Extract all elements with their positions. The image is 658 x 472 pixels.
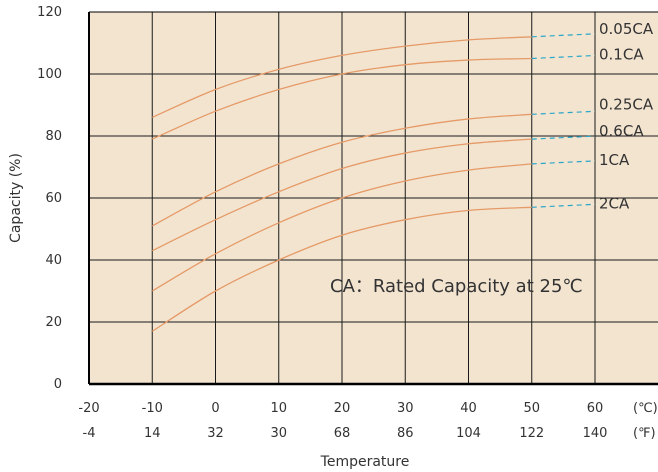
- dashed-extension-0.25CA: [531, 110, 596, 115]
- x-unit-fahrenheit: (℉): [633, 426, 656, 441]
- x-tick-label-f: 14: [144, 426, 161, 441]
- curve-0.25CA: [151, 113, 532, 227]
- axes: [88, 11, 658, 386]
- x-unit-celsius: (℃): [633, 401, 658, 416]
- x-tick-label-c: 30: [397, 401, 414, 416]
- y-tick-label: 20: [45, 315, 62, 330]
- x-tick-label-f: 30: [270, 426, 287, 441]
- dashed-extension-2CA: [531, 203, 596, 208]
- dashed-extension-0.1CA: [531, 54, 596, 60]
- curve-0.05CA: [151, 36, 532, 118]
- x-tick-labels-celsius: -20 -10 0 10 20 30 40 50 60: [78, 401, 603, 416]
- x-tick-label-c: -10: [142, 401, 163, 416]
- dashed-extension-0.05CA: [531, 33, 596, 38]
- series-label: 0.25CA: [599, 95, 654, 113]
- y-axis-title: Capacity (%): [8, 153, 24, 243]
- x-axis-title: Temperature: [320, 454, 410, 470]
- y-tick-label: 60: [45, 191, 62, 206]
- x-tick-label-c: -20: [78, 401, 99, 416]
- y-tick-label: 120: [37, 5, 62, 20]
- dashed-extension-1CA: [531, 160, 596, 165]
- x-tick-label-c: 40: [460, 401, 477, 416]
- series-labels: 0.05CA 0.1CA 0.25CA 0.6CA 1CA 2CA: [599, 20, 654, 213]
- x-tick-label-f: 140: [583, 426, 608, 441]
- curves: [151, 36, 532, 332]
- series-label: 0.05CA: [599, 20, 654, 38]
- y-tick-label: 100: [37, 67, 62, 82]
- curve-0.1CA: [151, 57, 532, 140]
- series-label: 2CA: [599, 194, 630, 212]
- x-tick-label-f: 122: [519, 426, 544, 441]
- dashed-extensions: [531, 33, 596, 208]
- dashed-extension-0.6CA: [531, 135, 596, 140]
- series-label: 0.1CA: [599, 46, 644, 64]
- x-tick-labels-fahrenheit: -4 14 32 30 68 86 104 122 140: [83, 426, 608, 441]
- curve-2CA: [151, 206, 532, 332]
- curve-1CA: [151, 163, 532, 292]
- series-label: 1CA: [599, 151, 630, 169]
- x-tick-label-c: 20: [334, 401, 351, 416]
- x-tick-label-f: 32: [207, 426, 224, 441]
- x-tick-label-c: 60: [587, 401, 604, 416]
- x-tick-label-c: 10: [270, 401, 287, 416]
- y-tick-label: 0: [54, 377, 62, 392]
- y-tick-label: 80: [45, 129, 62, 144]
- curve-0.6CA: [151, 138, 532, 252]
- y-tick-label: 40: [45, 253, 62, 268]
- y-tick-labels: 0 20 40 60 80 100 120: [37, 5, 62, 392]
- series-label: 0.6CA: [599, 122, 644, 140]
- x-tick-label-f: -4: [83, 426, 96, 441]
- x-tick-label-c: 0: [211, 401, 219, 416]
- x-tick-label-f: 104: [456, 426, 481, 441]
- x-tick-label-f: 68: [334, 426, 351, 441]
- x-tick-label-f: 86: [397, 426, 414, 441]
- x-tick-label-c: 50: [523, 401, 540, 416]
- rated-capacity-note: CA：Rated Capacity at 25℃: [330, 276, 583, 297]
